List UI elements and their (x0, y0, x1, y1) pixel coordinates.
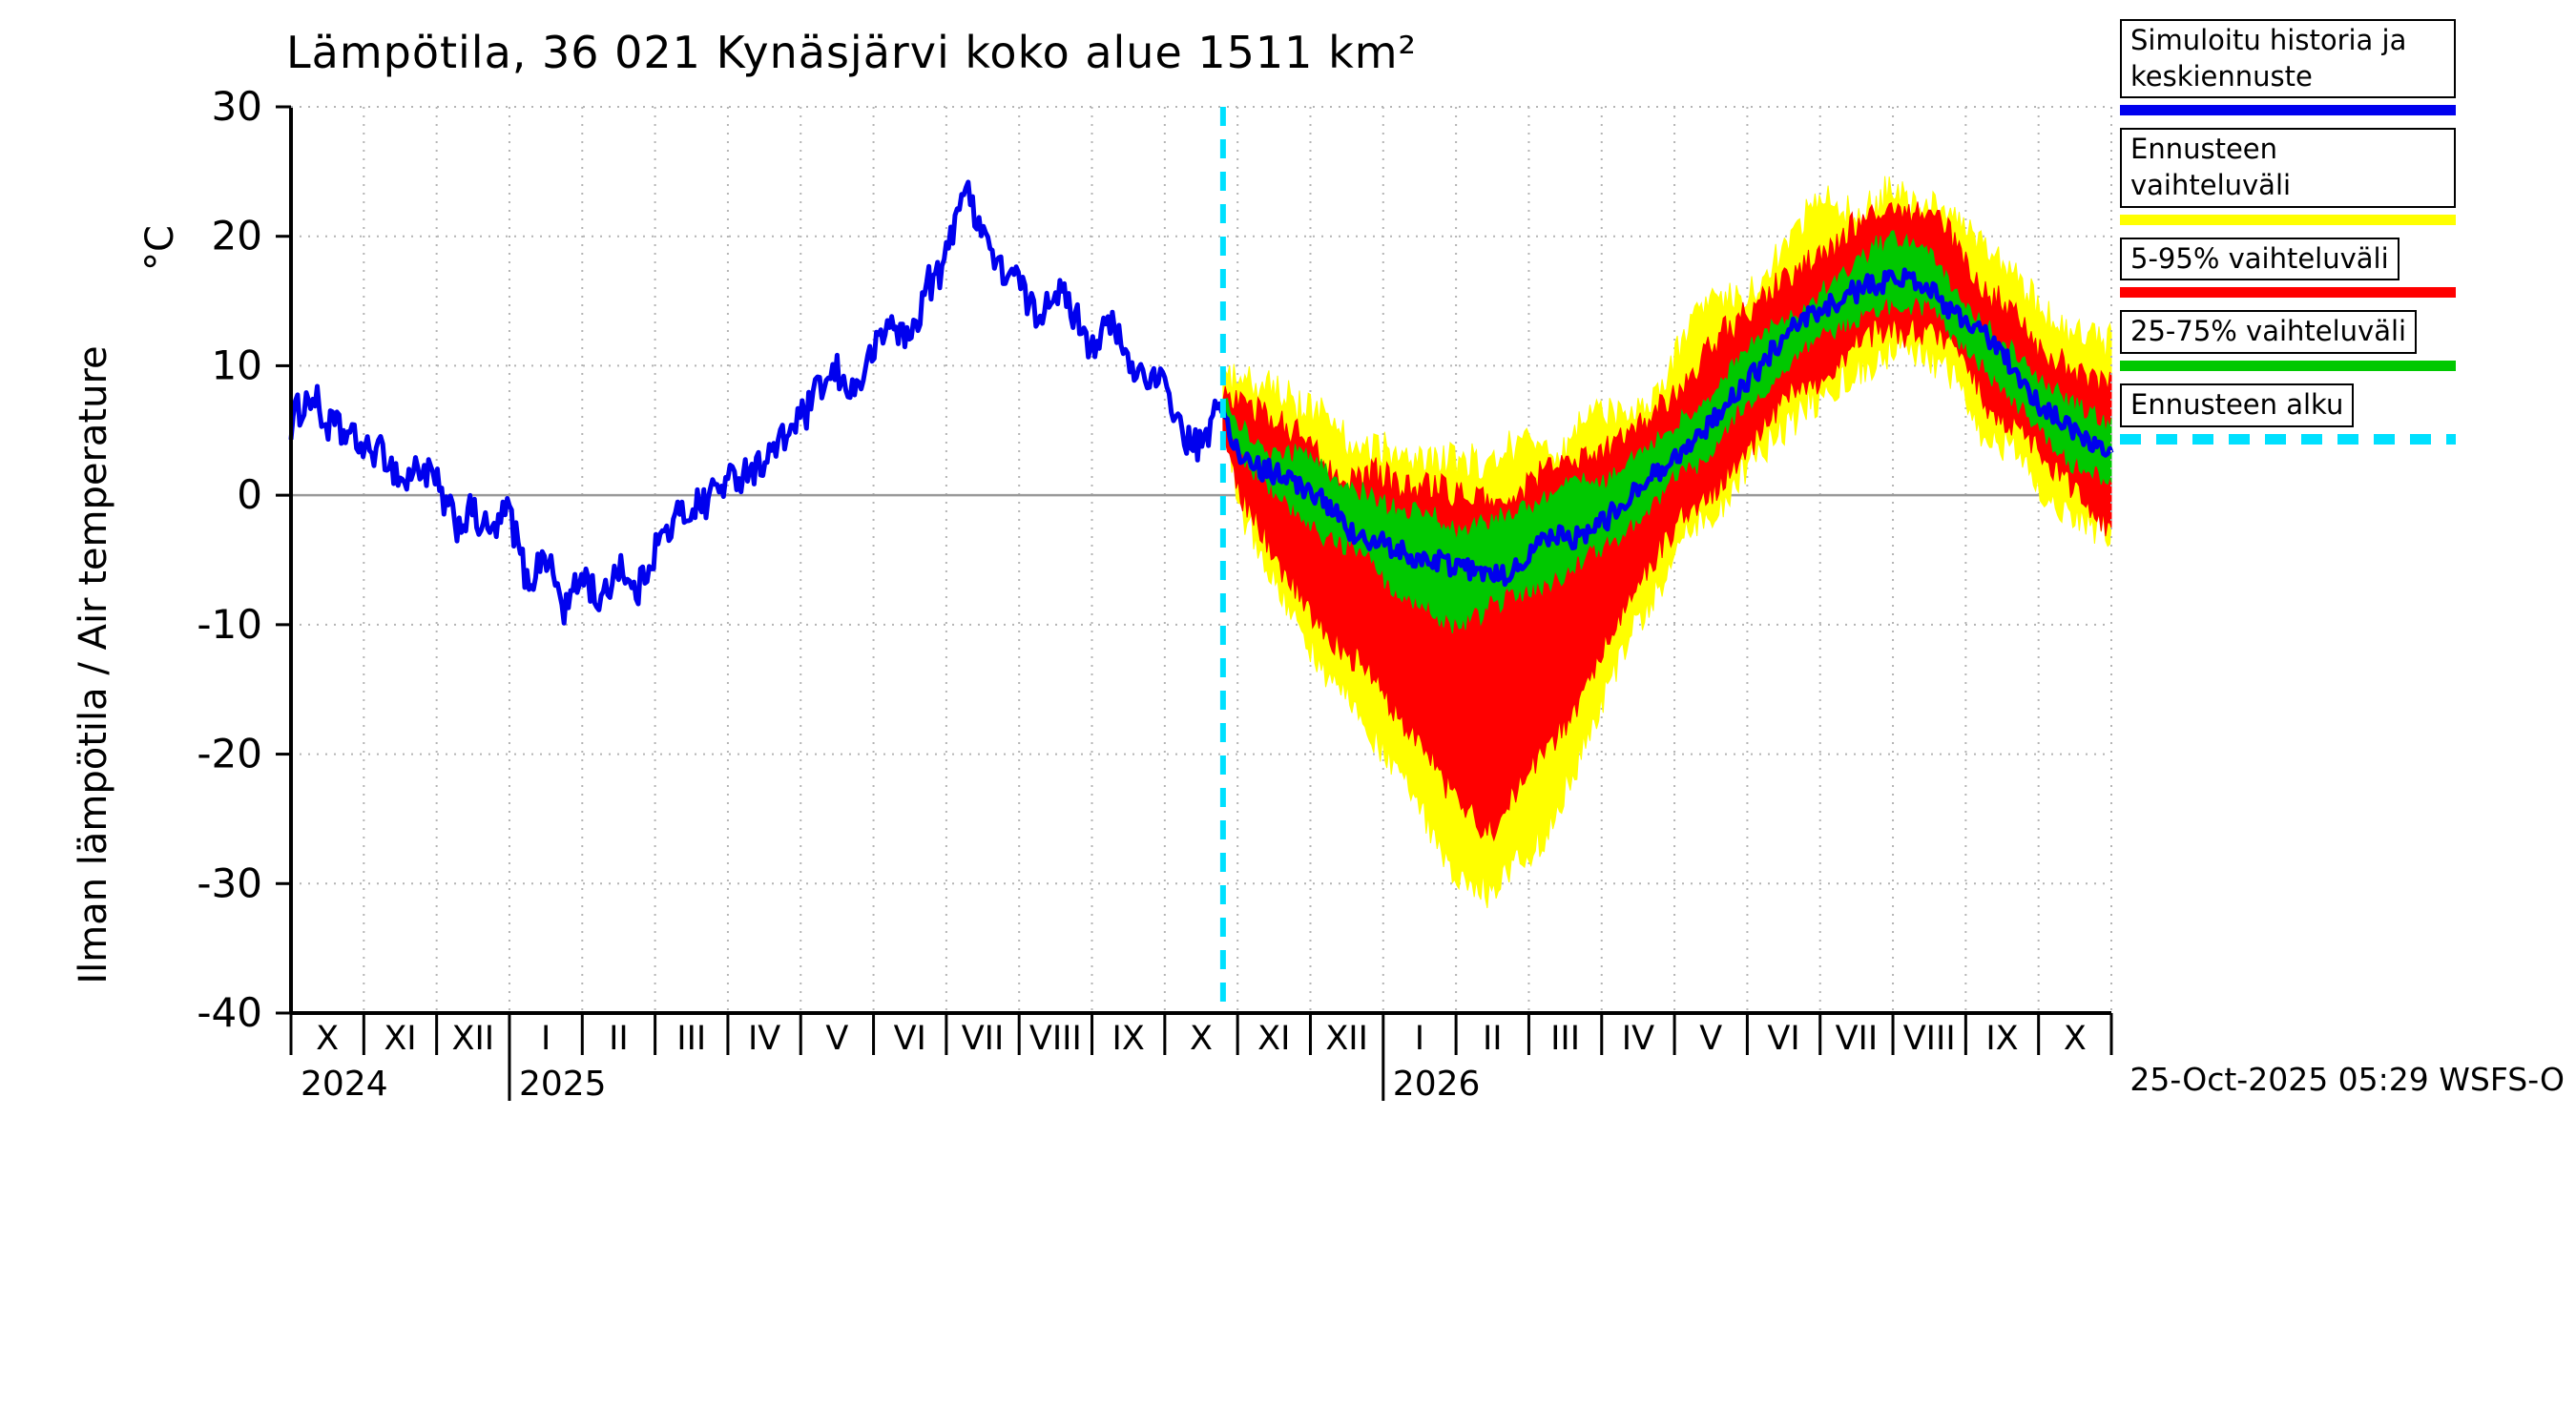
legend-swatch-5-95-line (2120, 287, 2456, 299)
legend-label-25-75-range: 25-75% vaihteluväli (2120, 310, 2418, 355)
chart-legend: Simuloitu historia ja keskiennuste Ennus… (2120, 19, 2456, 457)
x-month-label: IX (1112, 1020, 1145, 1058)
legend-item-25-75-range: 25-75% vaihteluväli (2120, 310, 2456, 372)
x-month-label: V (825, 1020, 848, 1058)
x-month-label: XII (1325, 1020, 1368, 1058)
y-tick-label: 30 (212, 83, 262, 130)
x-year-label: 2024 (301, 1065, 388, 1104)
x-month-label: VI (1767, 1020, 1799, 1058)
x-month-label: X (2064, 1020, 2087, 1058)
wsfs-temperature-forecast-page: { "ylabel": {"main": "Ilman lämpötila / … (72, 19, 2565, 1104)
x-month-label: VII (962, 1020, 1005, 1058)
x-year-label: 2025 (519, 1065, 607, 1104)
legend-label-forecast-start: Ennusteen alku (2120, 383, 2355, 427)
chart-title: Lämpötila, 36 021 Kynäsjärvi koko alue 1… (286, 27, 1417, 78)
y-tick-label: -40 (197, 989, 262, 1036)
x-month-label: X (316, 1020, 339, 1058)
legend-label-history: Simuloitu historia ja keskiennuste (2120, 19, 2456, 99)
x-month-label: VIII (1903, 1020, 1956, 1058)
x-month-label: I (541, 1020, 551, 1058)
x-month-label: IV (748, 1020, 780, 1058)
y-tick-label: -30 (197, 859, 262, 906)
legend-swatch-forecast-start-line (2120, 433, 2456, 445)
x-month-label: XII (451, 1020, 494, 1058)
legend-swatch-history-line (2120, 105, 2456, 116)
forecast-band-25-75 (1222, 230, 2112, 634)
x-month-label: XI (384, 1020, 416, 1058)
x-month-label: III (1550, 1020, 1580, 1058)
x-month-label: II (609, 1020, 629, 1058)
legend-label-5-95-range: 5-95% vaihteluväli (2120, 237, 2399, 281)
y-tick-label: -10 (197, 601, 262, 648)
legend-label-forecast-range: Ennusteen vaihteluväli (2120, 128, 2456, 208)
legend-item-forecast-start: Ennusteen alku (2120, 383, 2456, 445)
y-axis-label: Ilman lämpötila / Air temperature (72, 345, 115, 984)
x-month-label: V (1699, 1020, 1722, 1058)
x-month-label: III (676, 1020, 706, 1058)
legend-item-5-95-range: 5-95% vaihteluväli (2120, 237, 2456, 299)
timestamp-watermark: 25-Oct-2025 05:29 WSFS-O (2129, 1061, 2565, 1098)
x-month-label: IX (1985, 1020, 2018, 1058)
x-month-label: VIII (1029, 1020, 1082, 1058)
legend-swatch-25-75-line (2120, 361, 2456, 372)
x-month-label: IV (1622, 1020, 1654, 1058)
x-month-label: XI (1257, 1020, 1290, 1058)
y-tick-label: 0 (237, 471, 262, 518)
history-line (288, 179, 1226, 626)
x-year-label: 2026 (1393, 1065, 1481, 1104)
y-tick-label: -20 (197, 731, 262, 777)
legend-swatch-forecast-range-line (2120, 214, 2456, 225)
x-month-label: VII (1836, 1020, 1879, 1058)
x-month-label: X (1190, 1020, 1213, 1058)
legend-item-forecast-range: Ennusteen vaihteluväli (2120, 128, 2456, 225)
x-month-label: I (1415, 1020, 1424, 1058)
y-axis-unit-label: °C (138, 225, 182, 271)
y-tick-label: 10 (212, 341, 262, 388)
y-tick-label: 20 (212, 213, 262, 259)
x-month-label: VI (894, 1020, 926, 1058)
forecast-median-line (1220, 267, 2114, 588)
x-month-label: II (1483, 1020, 1503, 1058)
legend-item-history: Simuloitu historia ja keskiennuste (2120, 19, 2456, 116)
